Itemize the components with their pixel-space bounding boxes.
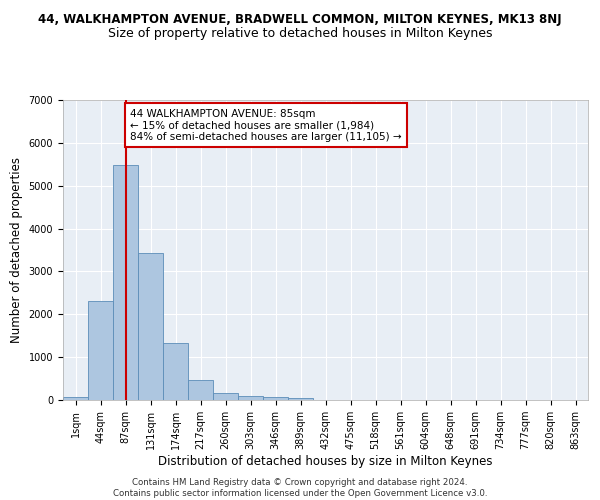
- Bar: [238, 396, 263, 400]
- Bar: [88, 302, 113, 400]
- Text: Size of property relative to detached houses in Milton Keynes: Size of property relative to detached ho…: [108, 28, 492, 40]
- X-axis label: Distribution of detached houses by size in Milton Keynes: Distribution of detached houses by size …: [158, 455, 493, 468]
- Bar: [163, 343, 188, 400]
- Bar: [263, 397, 288, 400]
- Text: 44 WALKHAMPTON AVENUE: 85sqm
← 15% of detached houses are smaller (1,984)
84% of: 44 WALKHAMPTON AVENUE: 85sqm ← 15% of de…: [131, 108, 402, 142]
- Bar: [63, 396, 88, 400]
- Text: Contains HM Land Registry data © Crown copyright and database right 2024.
Contai: Contains HM Land Registry data © Crown c…: [113, 478, 487, 498]
- Bar: [138, 252, 163, 400]
- Bar: [288, 398, 313, 400]
- Bar: [213, 394, 238, 400]
- Y-axis label: Number of detached properties: Number of detached properties: [10, 157, 23, 343]
- Text: 44, WALKHAMPTON AVENUE, BRADWELL COMMON, MILTON KEYNES, MK13 8NJ: 44, WALKHAMPTON AVENUE, BRADWELL COMMON,…: [38, 12, 562, 26]
- Bar: [113, 165, 138, 400]
- Bar: [188, 380, 213, 400]
